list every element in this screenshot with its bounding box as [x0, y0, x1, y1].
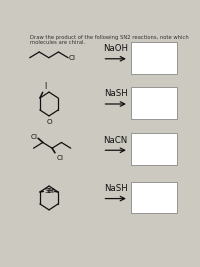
- Bar: [131, 87, 177, 119]
- Text: NaSH: NaSH: [104, 89, 128, 99]
- Text: Cl: Cl: [31, 134, 38, 140]
- Text: SH: SH: [44, 189, 54, 194]
- Text: NaSH: NaSH: [104, 184, 128, 193]
- Bar: [131, 133, 177, 165]
- Text: NaCN: NaCN: [104, 136, 128, 145]
- Text: Cl: Cl: [69, 55, 76, 61]
- Bar: [131, 182, 177, 214]
- Text: NaOH: NaOH: [103, 44, 128, 53]
- Text: Draw the product of the following SN2 reactions, note which molecules are chiral: Draw the product of the following SN2 re…: [30, 34, 188, 45]
- Bar: [131, 42, 177, 74]
- Text: O: O: [46, 119, 52, 125]
- Text: Cl: Cl: [56, 155, 63, 161]
- Text: Br: Br: [46, 189, 54, 194]
- Text: I: I: [44, 82, 46, 91]
